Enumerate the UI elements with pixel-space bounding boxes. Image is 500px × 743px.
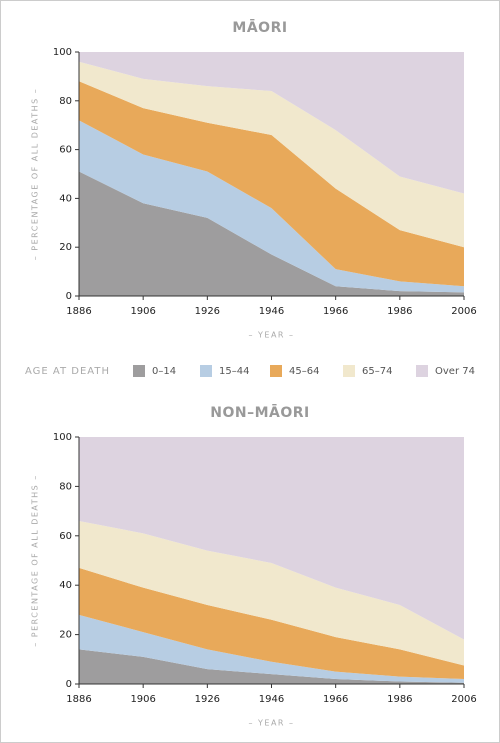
x-tick-label: 2006	[451, 694, 476, 705]
x-axis-label: – YEAR –	[248, 719, 294, 728]
y-tick-label: 80	[59, 96, 72, 107]
y-tick-label: 20	[59, 242, 72, 253]
y-tick-label: 40	[59, 193, 72, 204]
legend-label: 65–74	[362, 366, 392, 377]
x-tick-label: 1946	[259, 694, 284, 705]
x-axis-label: – YEAR –	[248, 331, 294, 340]
legend-label: 15–44	[219, 366, 249, 377]
x-tick-label: 1886	[66, 306, 91, 317]
y-tick-label: 40	[59, 580, 72, 591]
y-tick-label: 60	[59, 145, 72, 156]
x-tick-label: 2006	[451, 306, 476, 317]
legend-label: Over 74	[435, 366, 475, 377]
legend-swatch	[416, 365, 428, 377]
area	[79, 171, 464, 296]
chart-title: MĀORI	[232, 18, 287, 36]
area	[79, 649, 464, 684]
legend-swatch	[133, 365, 145, 377]
x-tick-label: 1926	[195, 694, 220, 705]
area	[79, 520, 464, 666]
x-tick-label: 1946	[259, 306, 284, 317]
x-tick-label: 1926	[195, 306, 220, 317]
y-tick-label: 100	[53, 432, 72, 443]
x-tick-label: 1966	[323, 694, 348, 705]
y-tick-label: 100	[53, 47, 72, 58]
x-tick-label: 1886	[66, 694, 91, 705]
legend-swatch	[270, 365, 282, 377]
legend-label: 45–64	[289, 366, 319, 377]
legend-label: 0–14	[152, 366, 176, 377]
y-tick-label: 0	[66, 679, 72, 690]
y-tick-label: 60	[59, 531, 72, 542]
x-tick-label: 1986	[387, 306, 412, 317]
y-tick-label: 0	[66, 291, 72, 302]
chart-title: NON–MĀORI	[210, 403, 310, 421]
area	[79, 437, 464, 640]
y-axis-label: – PERCENTAGE OF ALL DEATHS –	[31, 474, 40, 647]
x-tick-label: 1906	[130, 694, 155, 705]
area	[79, 567, 464, 680]
y-axis-label: – PERCENTAGE OF ALL DEATHS –	[31, 88, 40, 261]
area	[79, 61, 464, 248]
x-tick-label: 1966	[323, 306, 348, 317]
legend-swatch	[343, 365, 355, 377]
x-tick-label: 1906	[130, 306, 155, 317]
area	[79, 120, 464, 293]
area	[79, 52, 464, 194]
x-tick-label: 1986	[387, 694, 412, 705]
y-tick-label: 80	[59, 481, 72, 492]
legend-swatch	[200, 365, 212, 377]
legend-title: AGE AT DEATH	[25, 366, 110, 377]
area	[79, 614, 464, 683]
area	[79, 81, 464, 287]
y-tick-label: 20	[59, 630, 72, 641]
